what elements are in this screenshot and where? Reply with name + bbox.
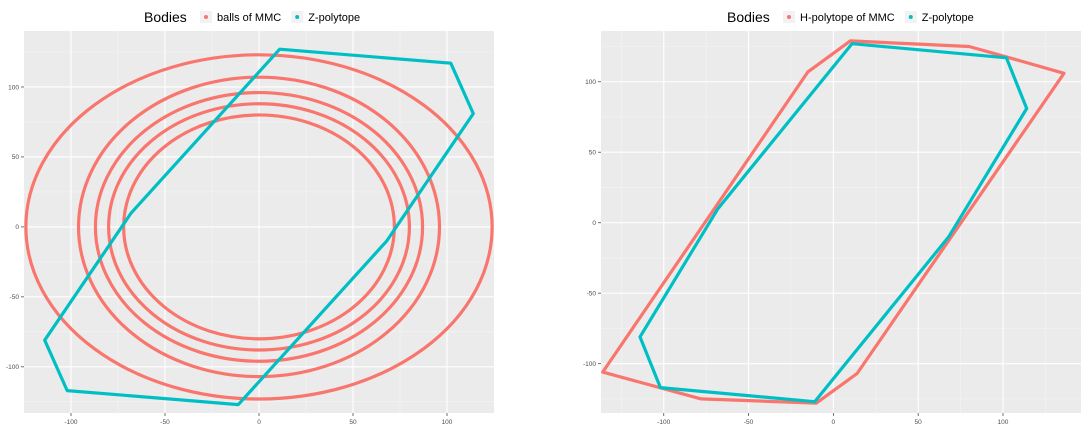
mmc-ball-ellipse <box>93 90 425 363</box>
x-tick-label: 0 <box>832 419 836 426</box>
mmc-ball-ellipse <box>76 75 442 379</box>
series-z-polytope <box>638 42 1029 404</box>
legend-label: H-polytope of MMC <box>800 12 895 24</box>
y-tick-label: 50 <box>589 150 597 157</box>
legend-key-dot <box>787 15 791 19</box>
x-tick-label: -100 <box>657 419 670 426</box>
legend-title: Bodies <box>144 9 187 25</box>
series-h-polytope-of-mmc <box>601 39 1066 405</box>
plot-panel <box>601 31 1081 413</box>
mmc-ball-ellipse <box>107 102 411 352</box>
legend-key-dot <box>204 15 208 19</box>
y-tick-label: -50 <box>587 290 597 297</box>
y-tick-label: 50 <box>12 154 20 161</box>
x-tick-label: 100 <box>442 419 453 426</box>
legend-label: Z-polytope <box>308 12 360 24</box>
y-tick-label: 0 <box>15 224 19 231</box>
x-tick-label: 50 <box>349 419 357 426</box>
x-tick-label: 0 <box>257 419 261 426</box>
series-z-polytope <box>43 47 475 407</box>
y-tick-label: -50 <box>10 294 20 301</box>
mmc-ball-ellipse <box>24 53 494 401</box>
x-tick-label: -50 <box>744 419 754 426</box>
legend-title: Bodies <box>727 9 770 25</box>
x-tick-label: 50 <box>915 419 923 426</box>
y-tick-label: 0 <box>592 220 596 227</box>
legend-label: Z-polytope <box>922 12 974 24</box>
major-gridlines <box>24 31 494 413</box>
y-tick-label: -100 <box>6 364 19 371</box>
legend-label: balls of MMC <box>217 12 281 24</box>
mmc-ball-ellipse <box>122 113 396 341</box>
legend-key-dot <box>295 15 300 19</box>
x-tick-label: 100 <box>998 419 1009 426</box>
legend: Bodies balls of MMC Z-polytope <box>144 9 360 25</box>
major-gridlines <box>601 31 1081 413</box>
series-balls-of-mmc <box>24 53 494 401</box>
x-tick-label: -100 <box>64 419 77 426</box>
legend: Bodies H-polytope of MMC Z-polytope <box>727 9 974 25</box>
y-tick-label: -100 <box>583 361 596 368</box>
y-tick-label: 100 <box>8 84 19 91</box>
x-tick-label: -50 <box>160 419 170 426</box>
y-tick-label: 100 <box>585 79 596 86</box>
legend-key-dot <box>908 15 913 19</box>
